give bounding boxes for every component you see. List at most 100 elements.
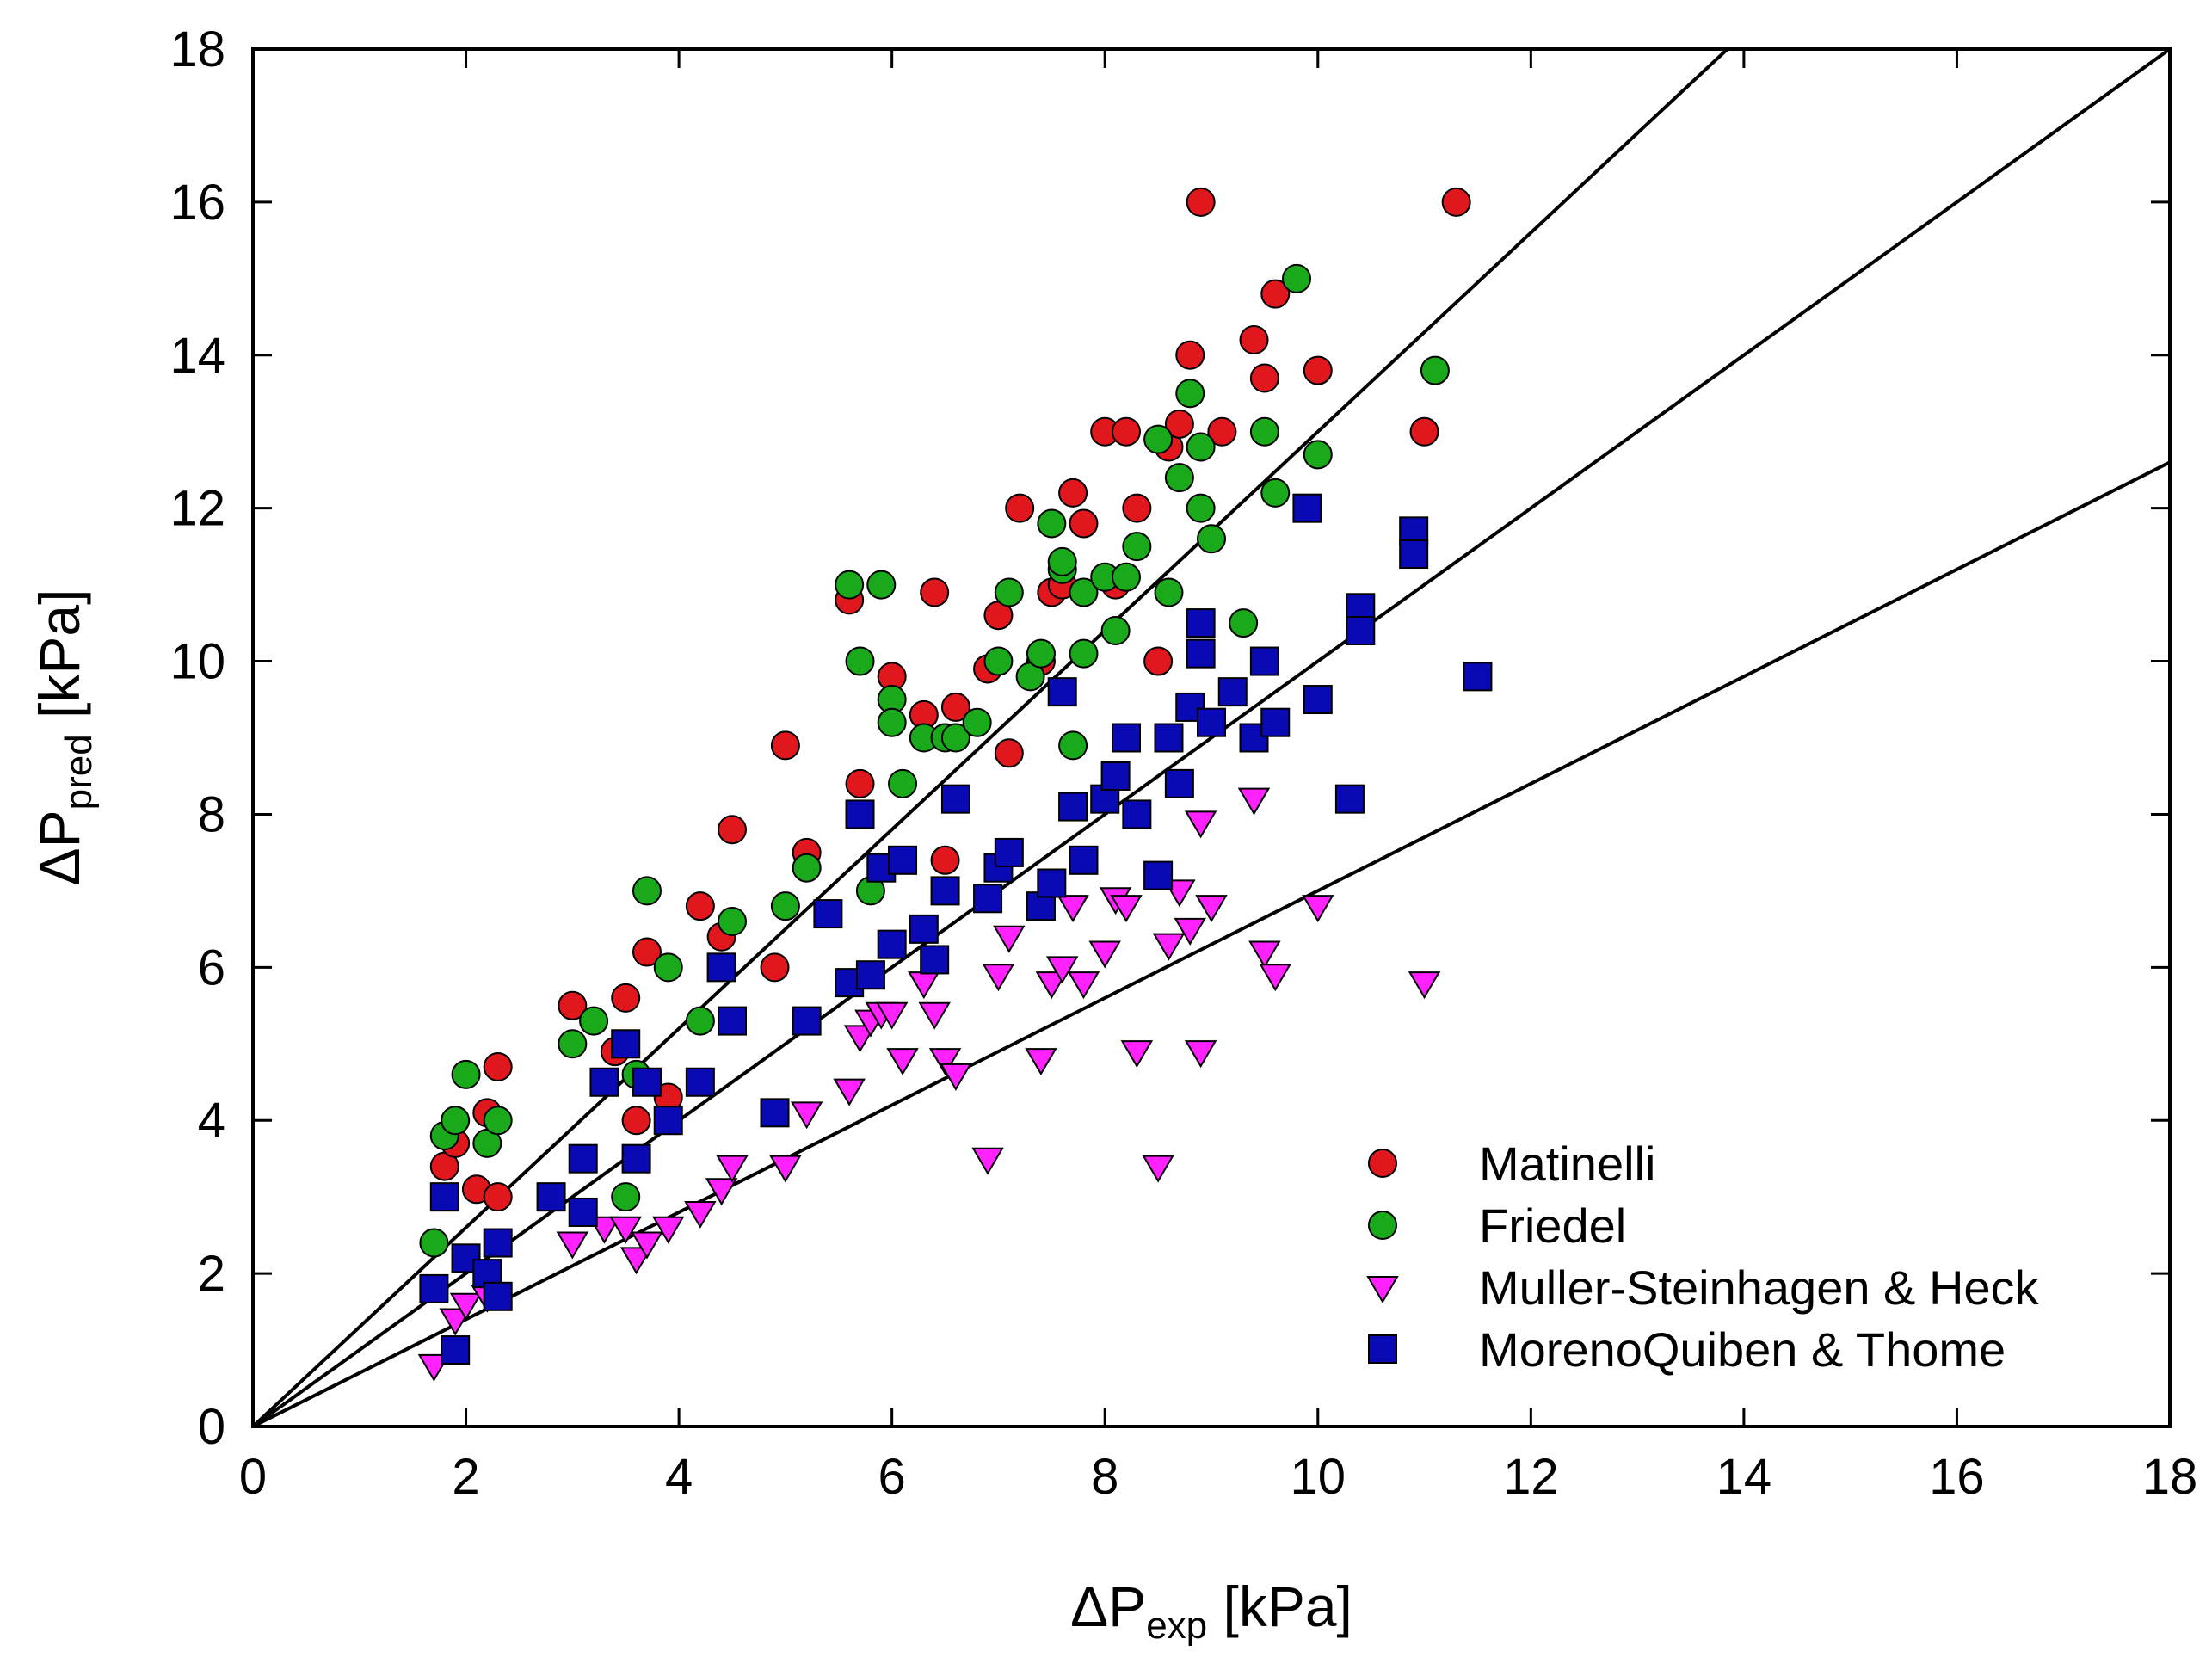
data-point [609,1216,642,1244]
x-tick-label: 18 [2142,1449,2198,1505]
data-point [1186,638,1216,669]
data-point [962,707,992,737]
x-axis-title: ΔPexp [kPa] [1070,1574,1352,1647]
legend-item: Friedel [1368,1199,1626,1253]
y-tick-label: 10 [169,634,225,690]
data-point [888,845,918,875]
data-point [653,952,683,983]
legend-label: Friedel [1479,1199,1626,1253]
data-point [419,1228,449,1258]
data-point [441,1106,471,1136]
data-point [920,945,950,975]
data-point [940,723,970,753]
data-point [1058,730,1088,761]
data-point [1292,493,1322,523]
data-point [1463,662,1493,692]
data-point [994,577,1024,607]
data-point [1037,868,1067,898]
data-point [619,1247,653,1275]
data-point [920,577,950,607]
data-point [483,1182,513,1212]
data-point [611,983,641,1013]
data-point [845,799,875,829]
data-point [928,1048,962,1076]
legend-label: Muller-Steinhagen & Heck [1479,1260,2040,1315]
data-point [1197,707,1226,737]
data-point [1122,493,1152,523]
data-point [1164,463,1194,493]
data-point [1164,409,1194,439]
legend-item: MorenoQuiben & Thome [1368,1322,2006,1377]
data-point [653,1106,683,1136]
legend-marker [1366,1276,1399,1303]
data-point [835,570,865,600]
data-point [1420,355,1450,385]
data-point [631,1231,663,1260]
data-point [621,1143,651,1174]
plot-frame [251,47,2172,1428]
data-point [983,646,1014,676]
data-point [621,1106,651,1136]
data-point [1175,379,1205,409]
data-points [417,187,1493,1382]
data-point [1143,424,1174,454]
data-point [1047,546,1077,576]
x-tick-label: 12 [1503,1449,1559,1505]
data-point [760,1098,790,1128]
data-point [1249,646,1279,676]
data-point [1175,340,1205,370]
data-point [685,1006,715,1036]
legend-marker [1368,1211,1397,1240]
data-point [1111,562,1141,592]
data-point [993,925,1026,953]
data-point [1122,799,1152,829]
data-point [1408,971,1441,1000]
y-tick-label: 16 [169,175,225,231]
data-point [1249,363,1279,393]
data-point [908,971,940,1000]
data-point [994,738,1024,768]
data-point [1100,761,1131,791]
data-point [611,1182,641,1212]
y-tick-label: 2 [198,1246,225,1302]
data-point [1441,187,1471,217]
data-point [685,1067,715,1097]
data-point [483,1228,513,1258]
x-tick-label: 2 [452,1449,479,1505]
y-tick-label: 6 [198,940,225,995]
data-point [770,891,800,921]
data-point [1282,263,1312,293]
data-point [845,768,875,798]
data-point [1184,810,1217,839]
data-point [1248,940,1281,969]
data-point [877,929,907,959]
reference-line-1 [253,49,2170,1427]
legend-label: Matinelli [1479,1137,1655,1191]
y-tick-label: 0 [198,1399,225,1455]
y-axis-title-sub: pred [58,734,100,810]
data-point [1058,792,1088,822]
series-1 [419,263,1450,1258]
data-point [632,1067,662,1097]
series-2 [417,787,1441,1382]
data-point [1152,933,1186,961]
data-point [1303,685,1333,715]
data-point [1047,677,1077,707]
data-point [1239,324,1269,354]
y-tick-label: 14 [169,328,225,384]
legend-item: Matinelli [1368,1137,1655,1191]
data-point [1229,608,1259,638]
data-point [1045,956,1079,984]
data-point [813,899,843,929]
data-point [760,952,790,983]
data-point [994,837,1024,867]
data-point [451,1059,481,1089]
data-point [1303,355,1333,385]
data-point [1217,677,1248,707]
data-point [1035,971,1069,1000]
data-point [770,730,800,761]
data-point [1334,784,1365,814]
data-point [1026,638,1056,669]
data-point [718,906,747,936]
data-point [886,1048,919,1076]
